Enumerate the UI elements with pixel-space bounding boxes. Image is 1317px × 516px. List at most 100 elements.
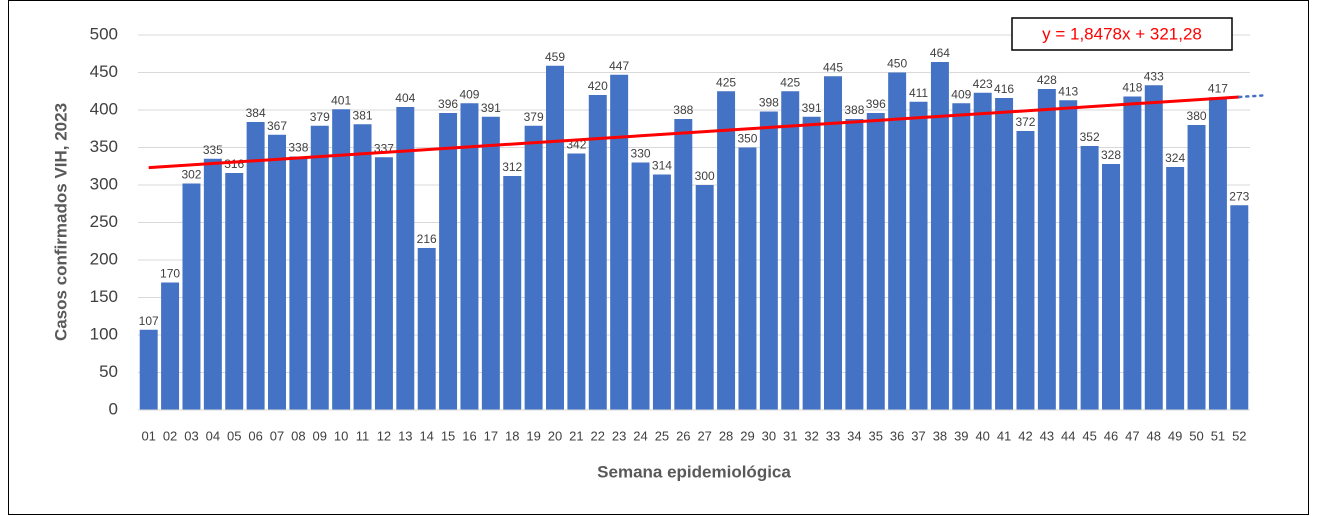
value-label: 302 xyxy=(181,168,201,182)
bar xyxy=(332,109,351,410)
value-label: 398 xyxy=(759,96,779,110)
trendline-forecast xyxy=(1238,93,1269,99)
bar xyxy=(930,62,949,410)
x-tick-label: 13 xyxy=(398,428,412,443)
equation-box xyxy=(1011,17,1233,51)
bar xyxy=(460,103,479,410)
x-tick-label: 34 xyxy=(847,428,861,443)
value-label: 388 xyxy=(844,103,864,117)
value-label: 401 xyxy=(331,93,351,107)
value-label: 391 xyxy=(802,101,822,115)
bar xyxy=(717,91,736,410)
value-label: 411 xyxy=(909,86,928,100)
x-tick-label: 28 xyxy=(719,428,733,443)
bar xyxy=(289,156,308,410)
y-tick-label: 400 xyxy=(90,99,118,118)
y-tick-label: 100 xyxy=(90,324,118,343)
y-tick-label: 450 xyxy=(90,62,118,81)
bar xyxy=(524,125,543,410)
value-label: 404 xyxy=(395,91,415,105)
bar xyxy=(203,158,222,410)
x-tick-label: 51 xyxy=(1211,428,1225,443)
value-label: 381 xyxy=(353,108,373,122)
x-tick-label: 40 xyxy=(975,428,989,443)
bar xyxy=(439,113,458,410)
x-tick-label: 16 xyxy=(462,428,476,443)
x-tick-label: 22 xyxy=(591,428,605,443)
x-tick-label: 36 xyxy=(890,428,904,443)
y-tick-label: 150 xyxy=(90,287,118,306)
x-tick-label: 37 xyxy=(911,428,925,443)
x-tick-label: 47 xyxy=(1125,428,1139,443)
x-tick-label: 01 xyxy=(141,428,155,443)
value-label: 300 xyxy=(695,169,715,183)
bar xyxy=(674,119,693,410)
x-tick-label: 21 xyxy=(569,428,583,443)
value-label: 396 xyxy=(438,97,458,111)
value-label: 423 xyxy=(973,77,993,91)
x-tick-label: 35 xyxy=(869,428,883,443)
value-label: 409 xyxy=(459,87,479,101)
x-tick-label: 05 xyxy=(227,428,241,443)
bar xyxy=(781,91,800,410)
x-tick-label: 11 xyxy=(356,428,370,443)
x-tick-label: 48 xyxy=(1147,428,1161,443)
x-tick-label: 07 xyxy=(270,428,284,443)
value-label: 391 xyxy=(481,101,501,115)
x-tick-label: 15 xyxy=(441,428,455,443)
value-label: 352 xyxy=(1080,130,1100,144)
value-label: 433 xyxy=(1144,69,1164,83)
x-tick-label: 12 xyxy=(377,428,391,443)
bar xyxy=(246,122,265,410)
bar xyxy=(824,76,842,410)
bar xyxy=(888,72,907,410)
value-label: 314 xyxy=(652,159,672,173)
x-tick-label: 25 xyxy=(655,428,669,443)
value-label: 425 xyxy=(780,75,800,89)
x-tick-label: 17 xyxy=(484,428,498,443)
value-label: 413 xyxy=(1058,84,1078,98)
value-label: 316 xyxy=(224,157,244,171)
bar xyxy=(546,65,564,410)
x-tick-label: 08 xyxy=(291,428,305,443)
bar xyxy=(1102,164,1120,410)
y-tick-label: 350 xyxy=(90,137,118,156)
bar xyxy=(268,134,286,410)
x-tick-label: 10 xyxy=(334,428,348,443)
bar xyxy=(845,119,864,410)
bar xyxy=(481,116,500,410)
x-tick-label: 31 xyxy=(783,428,797,443)
value-label: 384 xyxy=(246,106,266,120)
x-tick-label: 52 xyxy=(1232,428,1246,443)
value-label: 450 xyxy=(887,57,907,71)
bar xyxy=(1187,125,1206,410)
bar xyxy=(1230,205,1249,410)
bar xyxy=(396,107,415,410)
bar xyxy=(973,92,992,410)
bar xyxy=(995,98,1014,410)
value-label: 312 xyxy=(502,160,522,174)
value-label: 107 xyxy=(139,314,159,328)
bar xyxy=(567,153,586,410)
bar xyxy=(952,103,971,410)
x-tick-label: 26 xyxy=(676,428,690,443)
value-label: 324 xyxy=(1165,151,1185,165)
x-tick-label: 38 xyxy=(933,428,947,443)
x-tick-label: 03 xyxy=(184,428,198,443)
x-tick-label: 24 xyxy=(633,428,647,443)
value-label: 416 xyxy=(994,82,1014,96)
value-label: 420 xyxy=(588,79,608,93)
value-label: 396 xyxy=(866,97,886,111)
bar xyxy=(182,183,201,410)
x-tick-label: 30 xyxy=(762,428,776,443)
y-tick-label: 300 xyxy=(90,174,118,193)
value-label: 330 xyxy=(631,147,651,161)
y-axis-title: Casos confirmados VIH, 2023 xyxy=(51,103,70,341)
bar xyxy=(417,248,436,410)
x-tick-label: 50 xyxy=(1189,428,1203,443)
bar xyxy=(1037,89,1056,410)
value-label: 428 xyxy=(1037,73,1057,87)
value-label: 328 xyxy=(1101,148,1121,162)
bar xyxy=(588,95,607,410)
